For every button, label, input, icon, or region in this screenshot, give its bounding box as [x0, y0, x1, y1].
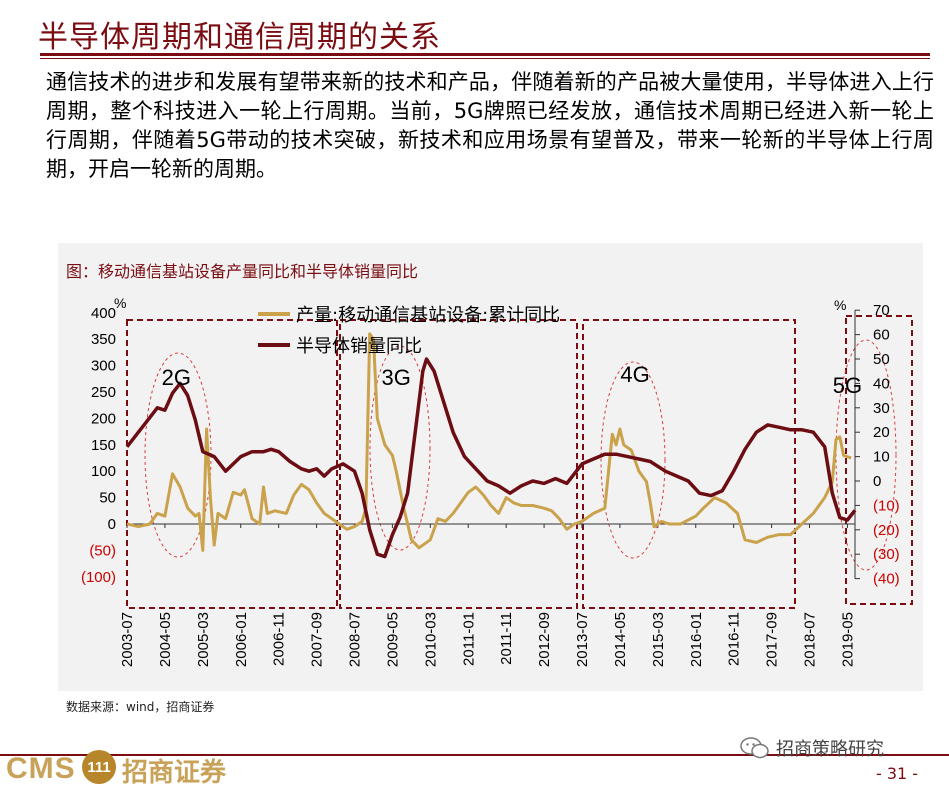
y-left-tick-label: (50): [89, 542, 116, 559]
y-left-tick-label: 300: [91, 358, 116, 375]
x-tick-label: 2010-03: [422, 612, 439, 667]
y-left-tick-label: 50: [99, 490, 116, 507]
y-right-tick-label: (40): [873, 571, 900, 588]
cycle-box-1: [126, 319, 338, 609]
page-number: - 31 -: [876, 764, 919, 783]
x-tick-label: 2006-11: [271, 612, 288, 666]
legend-label-1: 产量:移动通信基站设备:累计同比: [296, 305, 560, 326]
y-right-tick-label: (10): [873, 497, 900, 514]
y-right-tick-label: (20): [873, 522, 900, 539]
title-rule-thin: [40, 58, 930, 59]
footer-rule: [0, 754, 949, 756]
y-left-tick-label: 150: [91, 437, 116, 454]
annotation-3G: 3G: [382, 365, 411, 390]
y-right-tick-label: 60: [873, 327, 890, 344]
x-tick-label: 2011-11: [498, 612, 515, 665]
x-tick-label: 2016-11: [726, 612, 743, 666]
x-tick-label: 2013-07: [574, 612, 591, 667]
x-tick-label: 2006-01: [233, 612, 250, 667]
annotation-4G: 4G: [620, 362, 649, 387]
y-right-tick-label: 0: [873, 473, 881, 490]
y-left-tick-label: 350: [91, 331, 116, 348]
y-left-tick-label: (100): [81, 569, 116, 586]
y-right-tick-label: 20: [873, 424, 890, 441]
company-logo-cn: 招商证券: [122, 758, 227, 788]
cycle-ellipse-3: [600, 361, 666, 559]
cms-logo-badge: 111: [82, 750, 116, 784]
chart-annotations: 2G 3G 4G 5G: [162, 362, 862, 398]
y-left-tick-label: 100: [91, 463, 116, 480]
legend-label-2: 半导体销量同比: [296, 336, 422, 357]
x-tick-label: 2007-09: [309, 612, 326, 667]
annotation-2G: 2G: [162, 365, 191, 390]
x-tick-label: 2017-09: [764, 612, 781, 667]
cycle-box-3: [582, 319, 796, 609]
y-right-tick-label: 30: [873, 400, 890, 417]
data-source: 数据来源：wind，招商证券: [66, 700, 215, 714]
wechat-account-name: 招商策略研究: [776, 739, 884, 760]
x-tick-label: 2003-07: [119, 612, 136, 667]
cms-logo-text: CMS: [6, 752, 76, 785]
x-tick-label: 2004-05: [157, 612, 174, 667]
title-rule-thick: [40, 53, 930, 56]
chart-panel: [58, 243, 923, 691]
x-tick-label: 2015-03: [650, 612, 667, 667]
cycle-regions: [126, 315, 913, 609]
x-tick-label: 2016-01: [688, 612, 705, 667]
x-tick-label: 2009-05: [384, 612, 401, 667]
y-left-unit: %: [114, 295, 126, 311]
x-tick-label: 2005-03: [195, 612, 212, 667]
x-tick-label: 2014-05: [612, 612, 629, 667]
y-left-tick-label: 400: [91, 305, 116, 322]
page-title: 半导体周期和通信周期的关系: [38, 20, 441, 55]
cycle-box-4: [845, 315, 913, 605]
y-right-unit: %: [834, 297, 846, 313]
wechat-account: 招商策略研究: [740, 735, 884, 761]
y-right-tick-label: (30): [873, 546, 900, 563]
y-left-tick-label: 250: [91, 384, 116, 401]
x-tick-label: 2008-07: [347, 612, 364, 667]
y-right-tick-label: 70: [873, 302, 890, 319]
wechat-icon: [740, 737, 769, 759]
chart-lines: [125, 332, 857, 559]
x-tick-label: 2018-07: [802, 612, 819, 667]
x-tick-label: 2012-09: [536, 612, 553, 667]
x-tick-label: 2019-05: [839, 612, 856, 667]
series-line-2: [125, 357, 857, 559]
y-right-tick-label: 40: [873, 375, 890, 392]
body-paragraph: 通信技术的进步和发展有望带来新的技术和产品，伴随着新的产品被大量使用，半导体进入…: [46, 70, 934, 181]
series-line-1: [126, 332, 852, 552]
cycle-ellipse-2: [369, 345, 431, 551]
chart-title: 图：移动通信基站设备产量同比和半导体销量同比: [66, 262, 419, 281]
y-left-tick-label: 200: [91, 410, 116, 427]
x-tick-label: 2011-01: [460, 612, 477, 666]
y-left-tick-label: 0: [108, 516, 116, 533]
y-right-tick-label: 10: [873, 449, 890, 466]
y-right-tick-label: 50: [873, 351, 890, 368]
annotation-5G: 5G: [833, 373, 862, 398]
